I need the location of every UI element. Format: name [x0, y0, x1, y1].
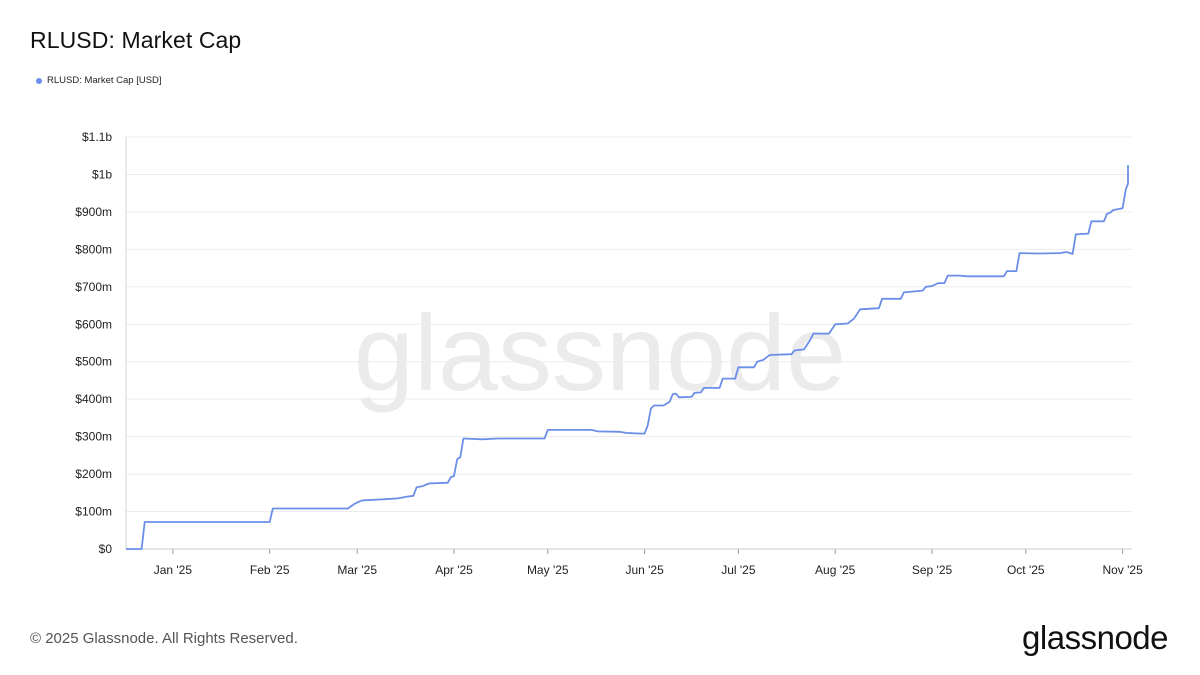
legend-series-label: RLUSD: Market Cap [USD] [47, 75, 162, 86]
x-tick-label: Feb '25 [250, 563, 290, 577]
x-tick-label: Jan '25 [154, 563, 193, 577]
glassnode-logo[interactable]: glassnode [1022, 619, 1168, 656]
x-tick-label: Aug '25 [815, 563, 856, 577]
x-axis: Jan '25 Feb '25 Mar '25 Apr '25 May '25 Jun '… [154, 549, 1143, 577]
x-tick-label: Jun '25 [625, 563, 664, 577]
x-tick-label: May '25 [527, 563, 569, 577]
y-tick-label: $100m [75, 505, 112, 519]
x-tick-label: Nov '25 [1102, 563, 1143, 577]
chart-legend[interactable]: RLUSD: Market Cap [USD] [36, 75, 162, 86]
y-axis: $0 $100m $200m $300m $400m $500m $600m $700m $80… [75, 130, 112, 556]
y-tick-label: $300m [75, 430, 112, 444]
y-tick-label: $500m [75, 355, 112, 369]
x-tick-label: Apr '25 [435, 563, 473, 577]
x-tick-label: Oct '25 [1007, 563, 1045, 577]
y-tick-label: $1b [92, 167, 112, 181]
x-tick-label: Mar '25 [337, 563, 377, 577]
y-tick-label: $900m [75, 205, 112, 219]
series-line-rlusd-market-cap[interactable] [126, 165, 1129, 550]
legend-series-dot [36, 77, 42, 84]
chart-watermark: glassnode [354, 292, 846, 413]
y-tick-label: $400m [75, 392, 112, 406]
y-tick-label: $800m [75, 242, 112, 256]
x-tick-label: Jul '25 [721, 563, 756, 577]
grid-lines [126, 136, 1132, 513]
y-tick-label: $700m [75, 280, 112, 294]
footer-copyright: © 2025 Glassnode. All Rights Reserved. [30, 630, 298, 647]
y-tick-label: $0 [99, 542, 113, 556]
chart-title: RLUSD: Market Cap [30, 27, 242, 53]
y-tick-label: $1.1b [82, 130, 112, 144]
y-tick-label: $600m [75, 317, 112, 331]
y-tick-label: $200m [75, 467, 112, 481]
x-tick-label: Sep '25 [912, 563, 953, 577]
